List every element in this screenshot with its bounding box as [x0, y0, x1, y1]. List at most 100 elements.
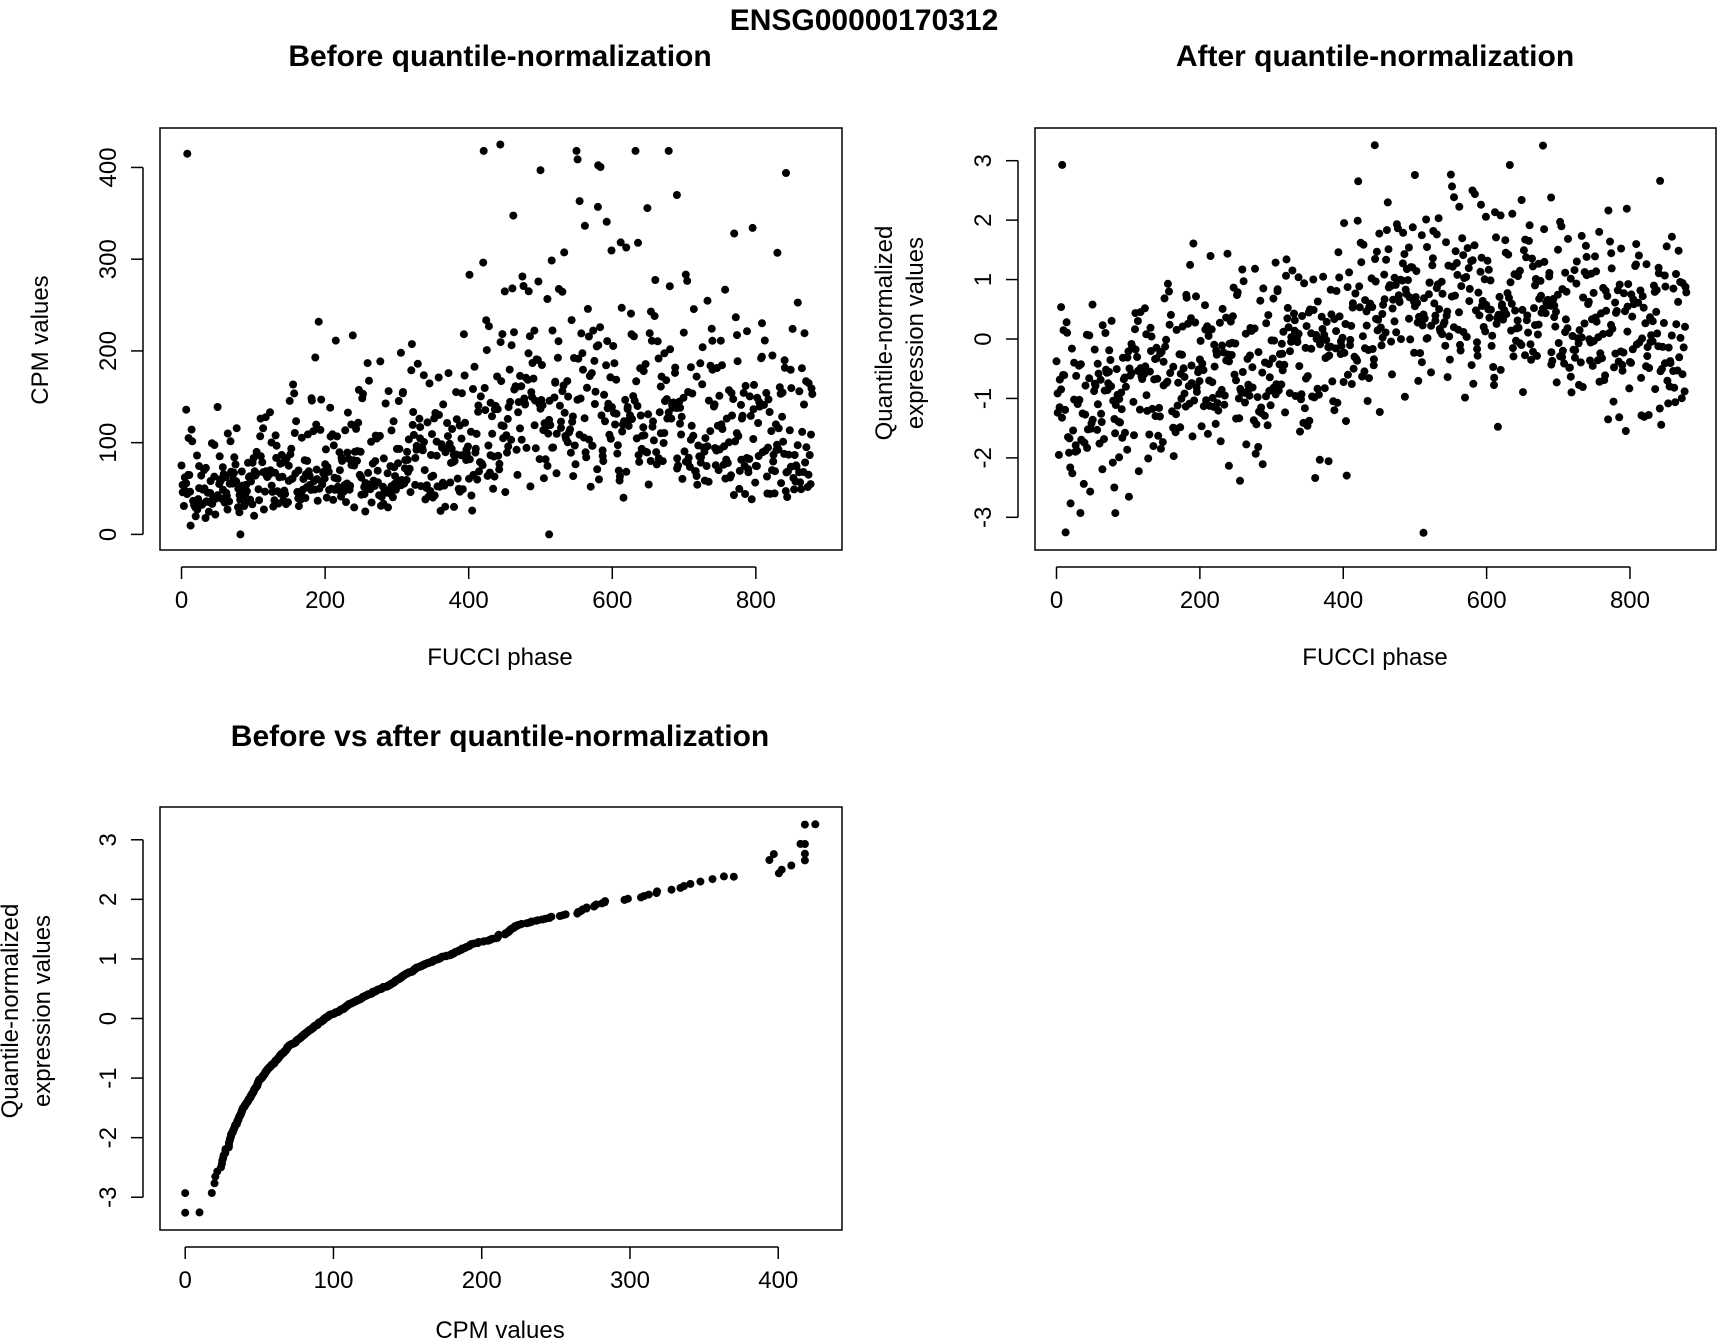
data-point: [778, 412, 787, 421]
data-point: [1524, 236, 1533, 245]
data-point: [1400, 392, 1409, 401]
data-point: [1624, 280, 1633, 289]
data-point: [1655, 404, 1664, 413]
data-point: [464, 442, 472, 451]
data-point: [1277, 380, 1286, 389]
data-point: [1412, 267, 1421, 276]
data-point: [1517, 341, 1526, 349]
data-point: [622, 467, 631, 476]
data-point: [465, 270, 474, 279]
data-point: [1073, 446, 1082, 455]
data-point: [247, 1090, 256, 1099]
data-point: [1117, 388, 1126, 397]
data-point: [1545, 269, 1554, 277]
data-point: [692, 472, 701, 480]
data-point: [1204, 331, 1213, 340]
data-point: [801, 458, 810, 467]
data-point: [1302, 322, 1311, 331]
data-point: [662, 376, 671, 385]
data-point: [677, 412, 686, 421]
data-point: [1644, 411, 1653, 419]
data-point: [1254, 348, 1263, 357]
data-point: [1404, 243, 1413, 252]
data-point: [1369, 361, 1378, 370]
data-point: [802, 443, 811, 452]
data-point: [428, 430, 436, 439]
data-point: [1076, 509, 1085, 517]
data-point: [1451, 291, 1459, 300]
data-point: [473, 475, 482, 484]
data-point: [329, 441, 338, 450]
data-point: [522, 919, 531, 928]
data-point: [1290, 309, 1298, 318]
data-point: [704, 477, 713, 486]
data-point: [611, 420, 620, 429]
data-point: [1081, 381, 1090, 390]
data-point: [1369, 355, 1378, 364]
data-point: [702, 462, 711, 470]
data-point: [290, 389, 299, 398]
data-point: [262, 1067, 271, 1075]
data-point: [1158, 438, 1167, 447]
data-point: [1088, 415, 1097, 424]
data-point: [1347, 380, 1356, 388]
data-point: [633, 402, 642, 410]
data-point: [1141, 362, 1150, 371]
data-point: [1121, 382, 1130, 391]
data-point: [634, 238, 642, 247]
data-point: [440, 481, 449, 490]
data-point: [383, 469, 392, 478]
data-point: [1196, 336, 1205, 345]
data-point: [1470, 241, 1479, 250]
data-point: [1496, 211, 1505, 220]
data-point: [1294, 329, 1303, 338]
data-point: [1354, 177, 1363, 186]
data-point: [588, 441, 597, 450]
data-point: [1104, 367, 1113, 376]
data-point: [1186, 260, 1195, 269]
data-point: [1547, 193, 1556, 202]
data-point: [503, 448, 511, 457]
data-point: [768, 351, 777, 360]
data-point: [656, 382, 665, 391]
y-tick-label: 2: [970, 213, 997, 226]
data-point: [1218, 341, 1227, 350]
data-point: [628, 415, 636, 423]
data-point: [545, 530, 554, 539]
data-point: [1445, 355, 1454, 364]
data-point: [774, 869, 783, 878]
data-point: [1371, 277, 1380, 286]
data-point: [1638, 292, 1647, 301]
data-point: [459, 330, 468, 339]
data-point: [1603, 292, 1612, 300]
data-point: [1595, 227, 1604, 236]
y-tick-label: -3: [970, 507, 997, 528]
data-point: [1190, 396, 1199, 405]
data-point: [530, 421, 539, 430]
data-point: [423, 418, 432, 427]
data-point: [600, 390, 609, 399]
data-point: [546, 421, 555, 430]
data-point: [1337, 342, 1346, 350]
data-point: [381, 399, 390, 408]
data-point: [447, 444, 456, 453]
data-point: [1268, 354, 1277, 363]
data-point: [1488, 331, 1497, 340]
data-point: [635, 457, 644, 466]
data-point: [1643, 352, 1652, 361]
data-point: [469, 385, 477, 393]
data-point: [1214, 406, 1223, 415]
data-point: [471, 444, 480, 453]
data-point: [191, 512, 200, 521]
data-point: [1632, 260, 1640, 269]
data-point: [225, 1137, 234, 1145]
data-point: [513, 470, 522, 479]
data-point: [353, 456, 361, 465]
data-point: [1459, 251, 1468, 260]
data-point: [356, 447, 365, 456]
data-point: [1076, 360, 1085, 369]
data-point: [525, 332, 534, 341]
data-point: [177, 461, 186, 470]
data-point: [1372, 247, 1381, 256]
data-point: [1674, 246, 1683, 255]
